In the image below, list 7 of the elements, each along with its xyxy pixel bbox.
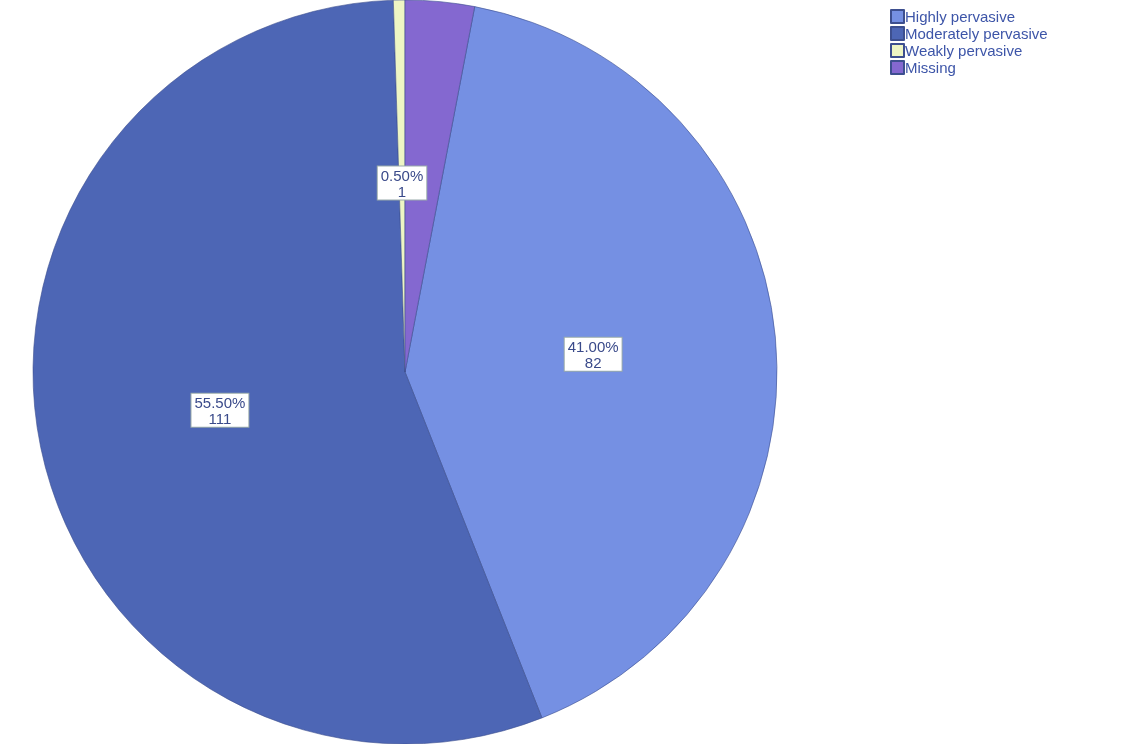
legend-label: Highly pervasive (905, 8, 1016, 25)
data-label: 0.50% 1 (380, 166, 424, 200)
data-label: 55.50% 111 (194, 393, 246, 427)
legend-label: Moderately pervasive (905, 25, 1048, 42)
legend-label: Weakly pervasive (905, 42, 1023, 59)
data-label: 41.00% 82 (567, 337, 619, 371)
legend-label: Missing (905, 59, 956, 76)
